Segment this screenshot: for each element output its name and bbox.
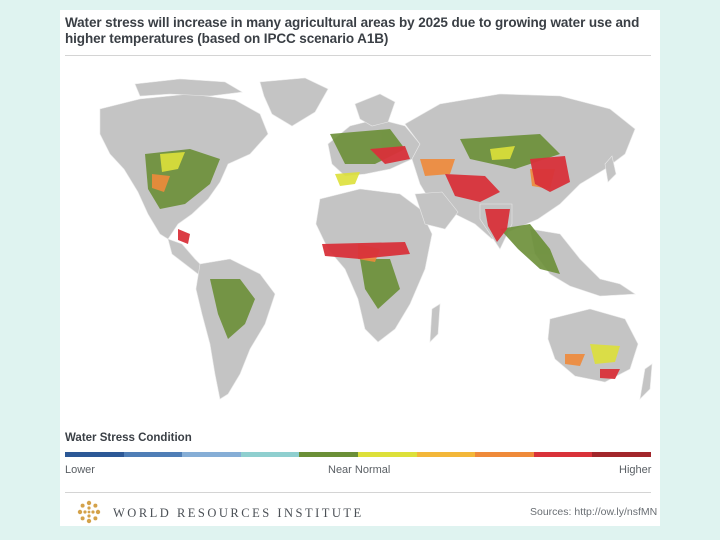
wri-logo-icon <box>77 500 101 524</box>
legend-swatch-5 <box>299 452 358 457</box>
legend-color-scale <box>65 452 651 457</box>
organization-name: WORLD RESOURCES INSTITUTE <box>113 506 364 520</box>
scandinavia <box>354 93 396 127</box>
legend-swatch-1 <box>65 452 124 457</box>
arabia <box>414 191 459 230</box>
new-zealand <box>639 363 653 400</box>
map-title: Water stress will increase in many agric… <box>65 15 640 46</box>
legend-title: Water Stress Condition <box>65 432 192 444</box>
greenland <box>259 77 329 127</box>
legend-swatch-2 <box>123 452 183 457</box>
legend-swatch-10 <box>592 452 651 457</box>
legend-swatch-9 <box>533 452 593 457</box>
madagascar <box>429 303 441 343</box>
title-divider <box>65 55 651 56</box>
water-stress-moderate <box>160 146 620 364</box>
water-stress-highest <box>178 146 620 379</box>
source-link[interactable]: Sources: http://ow.ly/nsfMN <box>530 506 658 518</box>
japan <box>604 155 617 183</box>
legend-mid-label: Near Normal <box>328 464 391 476</box>
legend-swatch-3 <box>182 452 241 457</box>
legend-swatch-8 <box>475 452 534 457</box>
world-water-stress-map <box>99 77 653 400</box>
legend-swatch-7 <box>416 452 476 457</box>
legend-swatch-6 <box>357 452 417 457</box>
footer-divider <box>65 492 651 493</box>
arctic-canada <box>134 78 243 97</box>
legend-low-label: Lower <box>65 464 95 476</box>
infographic-card: Water stress will increase in many agric… <box>60 10 660 526</box>
legend-swatch-4 <box>240 452 300 457</box>
legend-high-label: Higher <box>619 464 652 476</box>
